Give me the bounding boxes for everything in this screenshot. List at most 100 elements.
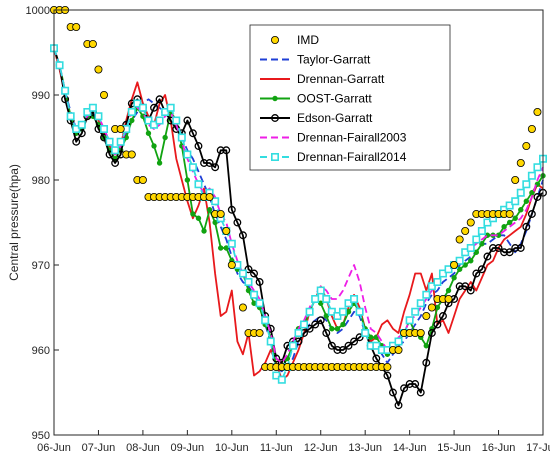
- y-axis-label: Central pressure(hpa): [7, 164, 21, 281]
- oost-garratt-point: [451, 275, 457, 281]
- legend-item-taylor-garratt: Taylor-Garratt: [260, 53, 371, 67]
- edson-garratt-point: [266, 324, 275, 333]
- edson-garratt-point: [155, 95, 164, 104]
- x-tick-label: 08-Jun: [126, 442, 160, 454]
- drennan-fairall2014-point: [455, 256, 464, 265]
- oost-garratt-point: [218, 245, 224, 251]
- drennan-fairall2014-point: [133, 99, 142, 108]
- imd-point: [100, 91, 109, 100]
- drennan-fairall2014-point: [77, 120, 86, 129]
- oost-garratt-point: [368, 334, 374, 340]
- imd-point: [533, 108, 542, 117]
- edson-garratt-point: [494, 244, 503, 252]
- oost-garratt-point: [190, 211, 196, 217]
- drennan-fairall2014-point: [316, 286, 325, 295]
- drennan-fairall2014-point: [522, 180, 531, 189]
- drennan-fairall2014-point: [300, 320, 309, 329]
- oost-garratt-point: [162, 134, 168, 141]
- edson-garratt-point: [244, 265, 253, 274]
- oost-garratt-point: [206, 207, 213, 213]
- oost-garratt-point: [423, 343, 430, 349]
- edson-garratt-point: [111, 159, 120, 167]
- legend-marker: [271, 114, 279, 122]
- drennan-fairall2014-point: [172, 116, 181, 125]
- edson-garratt-point: [383, 371, 392, 380]
- series-layer: [49, 6, 547, 410]
- drennan-fairall2014-point: [261, 316, 270, 325]
- edson-garratt-point: [472, 269, 481, 278]
- drennan-fairall2014-point: [405, 316, 414, 325]
- y-tick-label: 990: [32, 90, 50, 102]
- legend-marker: [270, 153, 279, 162]
- drennan-fairall2014-point: [266, 337, 275, 346]
- y-tick-label: 980: [32, 175, 50, 187]
- x-tick-label: 12-Jun: [304, 442, 338, 454]
- drennan-fairall2014-point: [272, 371, 281, 380]
- edson-garratt-point: [250, 269, 258, 278]
- drennan-fairall2014-point: [238, 269, 247, 278]
- edson-garratt-point: [339, 346, 347, 354]
- drennan-fairall2014-point: [511, 197, 520, 206]
- oost-garratt-point: [245, 287, 252, 294]
- edson-garratt-point: [72, 137, 81, 146]
- imd-point: [522, 141, 531, 150]
- edson-garratt-point: [439, 312, 447, 320]
- drennan-fairall2014-point: [438, 269, 447, 278]
- drennan-fairall2014-point: [361, 328, 370, 337]
- legend-label: Drennan-Fairall2003: [297, 131, 407, 145]
- drennan-fairall2014-point: [83, 108, 92, 117]
- imd-point: [466, 218, 475, 227]
- edson-garratt-point: [455, 282, 464, 291]
- drennan-fairall2014-point: [255, 299, 264, 308]
- edson-garratt-point: [511, 244, 520, 252]
- edson-garratt-point: [527, 210, 536, 218]
- edson-garratt-point: [322, 329, 331, 337]
- drennan-fairall2014-point: [188, 163, 197, 172]
- imd-point: [255, 328, 264, 337]
- oost-garratt-point: [323, 313, 329, 319]
- edson-garratt-point: [477, 265, 486, 274]
- edson-garratt-point: [500, 248, 509, 257]
- imd-point: [222, 226, 231, 235]
- drennan-fairall2014-point: [311, 294, 320, 303]
- legend-item-drennan-fairall2014: Drennan-Fairall2014: [260, 150, 407, 164]
- drennan-fairall2014-point: [444, 265, 453, 274]
- drennan-garratt-series: [53, 48, 544, 381]
- drennan-fairall2014-point: [111, 146, 120, 155]
- edson-garratt-point: [394, 401, 403, 410]
- y-tick-label: 950: [32, 430, 50, 442]
- legend: IMD Taylor-Garratt Drennan-Garratt OOST-Gar…: [249, 24, 451, 171]
- edson-garratt-point: [200, 159, 208, 167]
- drennan-fairall2014-point: [105, 137, 114, 146]
- drennan-fairall2014-point: [127, 108, 136, 117]
- edson-garratt-point: [461, 282, 470, 291]
- drennan-fairall2014-point: [461, 248, 470, 257]
- edson-garratt-point: [533, 193, 542, 201]
- legend-label: Drennan-Fairall2014: [297, 150, 407, 164]
- drennan-fairall2014-point: [305, 307, 314, 316]
- edson-garratt-point: [77, 129, 86, 138]
- drennan-fairall2014-point: [355, 307, 364, 316]
- oost-garratt-point: [506, 219, 513, 226]
- oost-garratt-point: [145, 130, 152, 136]
- drennan-fairall2014-point: [350, 294, 359, 303]
- drennan-fairall2014-point: [338, 307, 347, 316]
- oost-garratt-point: [223, 245, 229, 251]
- drennan-fairall2014-point: [294, 328, 303, 337]
- drennan-fairall2014-point: [55, 61, 64, 70]
- drennan-fairall2014-point: [394, 337, 403, 346]
- imd-point: [450, 260, 459, 269]
- imd-point: [516, 158, 525, 167]
- imd-point: [427, 303, 436, 312]
- imd-point: [505, 209, 514, 218]
- edson-garratt-point: [211, 163, 220, 172]
- edson-garratt-point: [327, 341, 336, 350]
- drennan-fairall2014-point: [333, 311, 342, 320]
- imd-point: [461, 226, 470, 235]
- imd-point: [116, 125, 125, 134]
- drennan-fairall2014-point: [322, 294, 331, 303]
- drennan-fairall2014-point: [288, 341, 297, 350]
- drennan-fairall2014-point: [344, 299, 353, 308]
- edson-garratt-point: [183, 116, 192, 125]
- edson-garratt-point: [483, 252, 492, 261]
